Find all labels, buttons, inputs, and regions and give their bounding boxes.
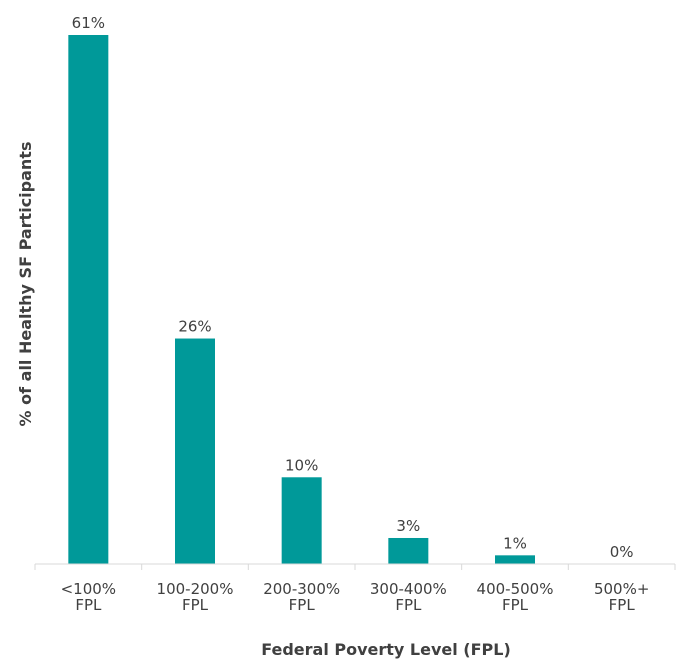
x-tick-label: 200-300% FPL (263, 580, 340, 614)
y-axis-title: % of all Healthy SF Participants (16, 142, 35, 427)
x-tick-label: <100% FPL (61, 580, 116, 614)
x-tick-label: 100-200% FPL (157, 580, 234, 614)
x-axis-ticks (34, 564, 676, 570)
bar-value-label: 0% (610, 543, 634, 561)
x-tick-label: 300-400% FPL (370, 580, 447, 614)
x-tick-label: 500%+ FPL (594, 580, 649, 614)
bar (495, 555, 535, 564)
bar (68, 35, 109, 564)
x-axis-tick-labels: <100% FPL 100-200% FPL 200-300% FPL 300-400% FP… (61, 580, 650, 614)
bar-value-label: 1% (503, 534, 527, 552)
bar-value-label: 26% (178, 318, 211, 336)
bar-value-label: 10% (285, 456, 318, 474)
bar (281, 477, 322, 564)
bars-group (68, 35, 535, 564)
bar (388, 537, 429, 564)
bar (175, 338, 215, 564)
bar-value-label: 3% (396, 517, 420, 535)
x-tick-label: 400-500% FPL (477, 580, 554, 614)
x-axis-title: Federal Poverty Level (FPL) (261, 640, 511, 659)
bar-value-label: 61% (72, 14, 105, 32)
value-labels-group: 61% 26% 10% 3% 1% 0% (72, 14, 634, 561)
